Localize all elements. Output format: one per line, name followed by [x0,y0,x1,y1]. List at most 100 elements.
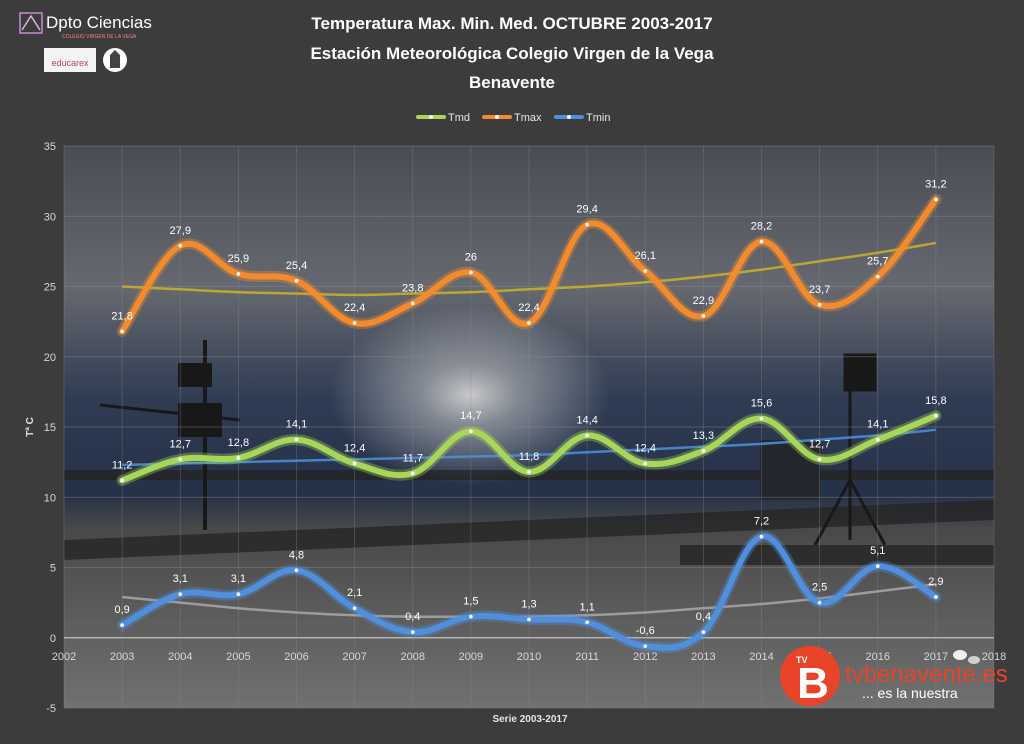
data-label-tmax: 28,2 [751,221,772,233]
educarex-logo: educarex [44,48,96,72]
data-point-tmd [235,455,242,461]
gridlines [63,145,995,709]
data-point-tmd [933,413,939,419]
data-label-tmin: 2,5 [812,582,827,594]
data-point-tmax [119,328,125,335]
data-label-tmd: 14,1 [867,419,888,431]
data-point-tmax [526,320,532,326]
x-axis-ticks: 2002 2003 2004 2005 2006 2007 2008 2009 2010 2011… [52,651,1006,663]
y-tick-label: 15 [44,422,56,434]
data-point-tmin [177,591,183,597]
data-label-tmax: 22,4 [344,302,365,314]
data-label-tmax: 29,4 [576,204,597,216]
tvb-site: tvbenavente.es [845,661,1008,688]
data-point-tmax [293,278,300,284]
data-point-tmd [410,470,416,477]
x-tick-label: 2002 [52,651,76,663]
data-point-tmax [933,196,939,203]
data-label-tmin: 3,1 [231,573,246,585]
x-tick-label: 2003 [110,651,134,663]
data-label-tmin: 0,4 [696,611,711,623]
data-label-tmin: 7,2 [754,516,769,528]
x-tick-label: 2009 [459,651,483,663]
castle-icon [110,50,120,68]
data-label-tmin: -0,6 [636,625,655,637]
data-label-tmax: 26,1 [635,250,656,262]
y-tick-label: 35 [44,141,56,153]
tvb-letter: B [797,659,829,708]
x-tick-label: 2007 [342,651,366,663]
data-point-tmin [816,599,823,606]
data-point-tmax [700,313,707,319]
data-label-tmin: 1,1 [579,601,594,613]
x-tick-label: 2006 [284,651,308,663]
y-tick-label: 10 [44,492,56,504]
data-label-tmax: 23,7 [809,284,830,296]
school-seal [103,48,127,72]
data-point-tmd [526,469,532,475]
data-label-tmd: 15,6 [751,398,772,410]
data-label-tmin: 0,9 [114,604,129,616]
data-label-tmd: 14,4 [576,414,597,426]
data-point-tmax [584,221,590,228]
data-label-tmd: 12,4 [635,443,656,455]
data-point-tmd [875,436,881,443]
tvbenavente-logo: TV B tvbenavente.es ... es la nuestra [780,646,1008,708]
y-tick-label: 0 [50,633,56,645]
data-label-tmin: 0,4 [405,611,420,623]
data-point-tmin [642,643,648,649]
series-line-tmax [119,196,939,335]
x-tick-label: 2005 [226,651,250,663]
data-label-tmax: 21,8 [111,310,132,322]
data-labels: 0,9 3,1 3,1 4,8 2,1 0,4 1,5 1,3 1,1 -0,6 0,4 7,2 2,5… [111,178,946,637]
x-tick-label: 2017 [924,651,948,663]
data-label-tmd: 11,2 [112,459,133,471]
data-label-tmd: 12,7 [809,438,830,450]
x-tick-label: 2011 [575,651,599,663]
y-tick-label: 5 [50,563,56,575]
weather-station-right [813,353,887,546]
chart-title-line-2: Estación Meteorológica Colegio Virgen de… [310,44,714,63]
data-label-tmax: 25,4 [286,260,307,272]
data-point-tmd [642,460,648,467]
data-point-tmd [177,456,183,463]
data-label-tmin: 3,1 [173,573,188,585]
legend-marker-tmd [429,115,433,119]
data-point-tmd [468,428,474,434]
data-point-tmin [410,629,416,635]
data-point-tmax [235,271,242,277]
trendline-tmax [122,241,937,297]
data-label-tmd: 11,8 [519,451,540,463]
dpto-ciencias-logo: Dpto Ciencias COLEGIO VIRGEN DE LA VEGA [19,12,152,40]
x-tick-label: 2018 [982,651,1006,663]
x-tick-label: 2012 [633,651,657,663]
dpto-subtitle: COLEGIO VIRGEN DE LA VEGA [62,34,137,40]
data-label-tmin: 1,5 [463,596,478,608]
data-label-tmax: 25,7 [867,256,888,268]
legend: Tmd Tmax Tmin [416,112,610,124]
data-point-tmin [119,622,125,628]
y-tick-label: 20 [44,352,56,364]
series-lines [116,193,942,654]
data-point-tmax [875,273,881,280]
data-label-tmin: 4,8 [289,549,304,561]
x-tick-label: 2014 [749,651,773,663]
data-label-tmax: 31,2 [925,178,946,190]
data-label-tmd: 13,3 [693,430,714,442]
data-point-tmd [293,436,300,443]
data-label-tmd: 14,1 [286,419,307,431]
data-label-tmin: 2,9 [928,576,943,588]
data-label-tmax: 25,9 [228,253,249,265]
data-point-tmin [700,629,707,635]
triangle-icon [21,14,41,31]
data-point-tmin [758,533,765,540]
data-point-tmd [700,448,707,454]
data-label-tmin: 1,3 [521,598,536,610]
data-point-tmd [584,432,590,439]
data-label-tmd: 15,8 [925,395,946,407]
data-point-tmd [758,415,765,422]
data-point-tmin [933,594,939,600]
tvb-slogan: ... es la nuestra [862,685,958,701]
data-point-tmd [119,477,125,484]
